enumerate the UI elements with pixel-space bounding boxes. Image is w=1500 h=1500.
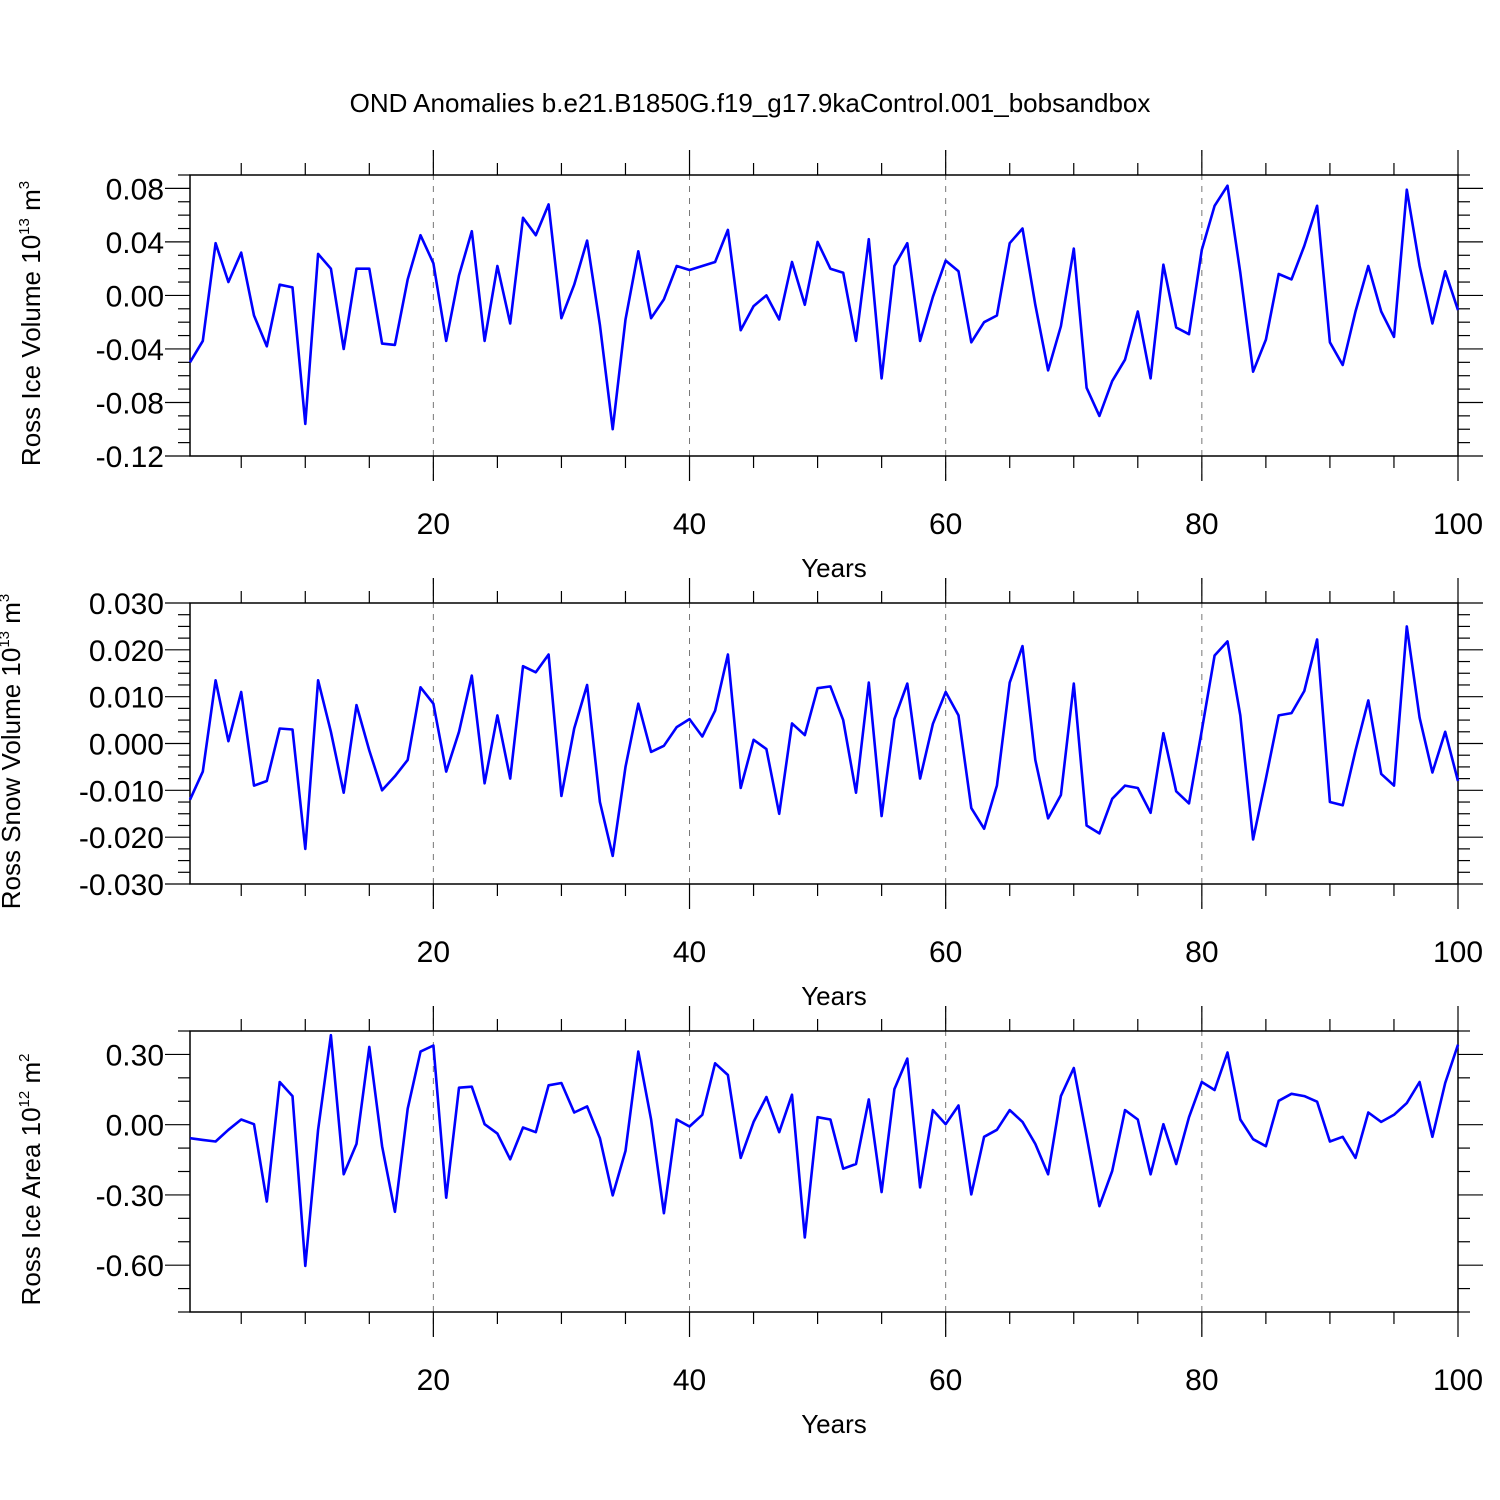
y-tick-label: 0.00 (106, 280, 164, 313)
y-tick-label: 0.030 (89, 588, 164, 621)
y-tick-label: -0.12 (96, 441, 164, 474)
series-line (189, 1033, 1460, 1268)
y-axis-label: Ross Ice Area 1012 m2 (16, 1054, 46, 1306)
y-tick-label: -0.030 (79, 869, 164, 902)
x-axis-label: Years (801, 553, 867, 583)
x-tick-label: 40 (673, 936, 706, 969)
x-tick-label: 100 (1433, 508, 1483, 541)
y-tick-label: 0.08 (106, 173, 164, 206)
y-tick-label: 0.00 (106, 1110, 164, 1143)
x-tick-label: 20 (417, 936, 450, 969)
y-tick-label: 0.020 (89, 635, 164, 668)
y-tick-label: -0.30 (96, 1180, 164, 1213)
series-line (188, 625, 1460, 858)
x-axis-label: Years (801, 981, 867, 1011)
y-axis-label: Ross Ice Volume 1013 m3 (16, 181, 46, 466)
x-tick-label: 60 (929, 508, 962, 541)
y-tick-label: 0.04 (106, 227, 164, 260)
x-tick-label: 100 (1433, 936, 1483, 969)
y-axis-label: Ross Snow Volume 1013 m3 (0, 594, 26, 910)
x-tick-label: 80 (1185, 1364, 1218, 1397)
panels: 20 40 60 80 100 Years -0.12 -0.08 -0.04 0.00 0.04 0… (0, 150, 1483, 1439)
x-tick-label: 100 (1433, 1364, 1483, 1397)
y-tick-label: 0.010 (89, 682, 164, 715)
y-tick-label: -0.020 (79, 822, 164, 855)
figure-title: OND Anomalies b.e21.B1850G.f19_g17.9kaCo… (350, 88, 1151, 118)
chart-panel-1: 20 40 60 80 100 Years -0.12 -0.08 -0.04 0.00 0.04 0… (16, 150, 1483, 583)
series-line (188, 184, 1460, 431)
x-tick-label: 20 (417, 1364, 450, 1397)
y-tick-label: -0.60 (96, 1250, 164, 1283)
x-tick-label: 40 (673, 508, 706, 541)
chart-panel-2: 20 40 60 80 100 Years -0.030 -0.020 -0.010 0.000 0… (0, 578, 1483, 1011)
chart-panel-3: 20 40 60 80 100 Years -0.60 -0.30 0.00 0.30 Ross I… (16, 1006, 1483, 1439)
x-tick-label: 60 (929, 1364, 962, 1397)
y-tick-label: -0.010 (79, 775, 164, 808)
y-tick-label: 0.000 (89, 729, 164, 762)
x-tick-label: 20 (417, 508, 450, 541)
y-tick-label: -0.08 (96, 387, 164, 420)
y-tick-label: 0.30 (106, 1039, 164, 1072)
x-tick-label: 60 (929, 936, 962, 969)
x-tick-label: 80 (1185, 508, 1218, 541)
x-axis-label: Years (801, 1409, 867, 1439)
x-tick-label: 40 (673, 1364, 706, 1397)
y-tick-label: -0.04 (96, 334, 164, 367)
x-tick-label: 80 (1185, 936, 1218, 969)
plot-frame (189, 174, 1459, 457)
